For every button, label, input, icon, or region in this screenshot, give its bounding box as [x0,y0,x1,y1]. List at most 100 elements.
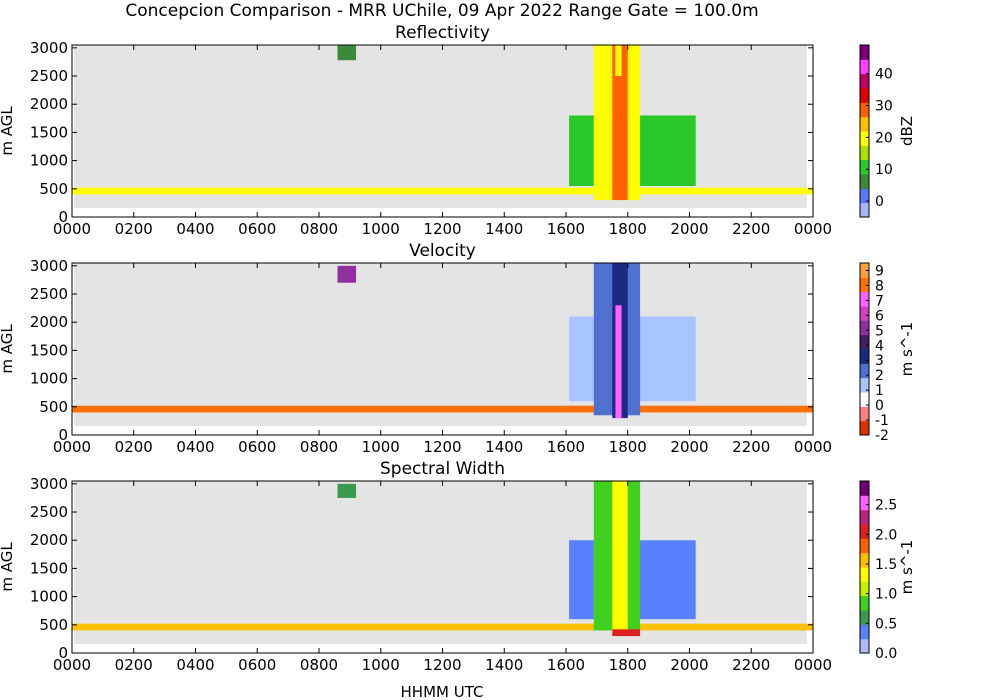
colorbar-tick-label: 5 [875,323,884,339]
x-tick-label: 0200 [115,220,153,238]
y-tick-label: 2000 [30,95,68,113]
y-tick-label: 500 [39,180,68,198]
y-tick-label: 1000 [30,588,68,606]
figure-title: Concepcion Comparison - MRR UChile, 09 A… [125,1,758,21]
colorbar-tick-label: -1 [875,413,889,429]
y-tick-label: 1000 [30,370,68,388]
plot-area-grey [74,263,807,426]
colorbar-tick-label: 6 [875,308,884,324]
colorbar-segment [860,349,869,364]
x-axis-label: HHMM UTC [401,683,484,700]
colorbar-segment [860,624,869,640]
x-tick-label: 0600 [238,656,276,674]
x-tick-label: 0600 [238,220,276,238]
colorbar-segment [860,495,869,511]
colorbar-tick-label: 0 [875,398,884,414]
colorbar-tick-label: 2 [875,368,884,384]
x-tick-label: 0200 [115,656,153,674]
y-tick-label: 3000 [30,475,68,493]
panel-title: Reflectivity [395,23,490,43]
x-tick-label: 2200 [732,656,770,674]
data-region-1 [337,483,357,498]
y-tick-label: 1500 [30,341,68,359]
colorbar-tick-label: 7 [875,293,884,309]
x-tick-label: 0800 [300,656,338,674]
y-axis-label: m AGL [0,324,16,374]
colorbar-segment [860,88,869,103]
x-tick-label: 1600 [547,220,585,238]
data-region-4 [612,481,628,637]
colorbar-segment [860,73,869,89]
colorbar-label: m s^-1 [898,322,916,377]
x-tick-label: 0000 [53,438,91,456]
colorbar-frame [859,44,870,218]
colorbar-segment [860,567,869,582]
colorbar-segment [860,116,869,132]
colorbar-segment [860,59,869,75]
colorbar-segment [860,610,869,625]
x-tick-label: 0000 [794,656,832,674]
colorbar-segment [860,263,869,278]
data-region-0 [72,187,813,195]
data-region-4 [612,45,628,201]
colorbar-segment [860,159,869,175]
colorbar-segment [860,363,869,379]
x-tick-label: 2000 [670,438,708,456]
colorbar-tick-label: 9 [875,263,884,279]
colorbar-tick-label: 10 [875,162,893,178]
x-tick-label: 0200 [115,438,153,456]
colorbar-segment [860,481,869,496]
y-tick-label: 1500 [30,559,68,577]
colorbar-segment [860,277,869,293]
colorbar-tick-label: 20 [875,130,893,146]
x-tick-label: 2200 [732,220,770,238]
y-tick-label: 2500 [30,67,68,85]
colorbar-tick-label: 0.0 [875,646,897,662]
x-tick-label: 1000 [362,656,400,674]
x-tick-label: 1200 [423,220,461,238]
plot-area-grey [74,45,807,208]
spectral-width-panel: Spectral Width 0000 0200 0400 0600 0800 1000 12… [0,459,916,674]
y-tick-label: 500 [39,398,68,416]
colorbar-segment [860,524,869,539]
data-region-5 [612,629,641,637]
x-tick-label: 0400 [176,438,214,456]
panel-title: Spectral Width [380,459,505,479]
x-tick-label: 1800 [609,220,647,238]
colorbar-segment [860,406,869,422]
x-tick-label: 0600 [238,438,276,456]
x-tick-label: 0400 [176,220,214,238]
y-tick-label: 2000 [30,313,68,331]
colorbar-segment [860,392,869,407]
plot-area-grey [74,481,807,644]
colorbar-tick-label: 0.5 [875,616,897,632]
colorbar-tick-label: 4 [875,338,884,354]
colorbar-label: dBZ [898,116,916,146]
x-tick-label: 1800 [609,656,647,674]
colorbar-segment [860,145,869,161]
colorbar-tick-label: 30 [875,99,893,115]
colorbar-segment [860,552,869,568]
colorbar-segment [860,174,869,189]
colorbar-tick-label: 1.5 [875,557,897,573]
colorbar-segment [860,102,869,118]
x-tick-label: 0000 [53,656,91,674]
colorbar-tick-label: -2 [875,428,889,444]
colorbar-tick-label: 0 [875,194,884,210]
colorbar-label: m s^-1 [898,540,916,595]
x-tick-label: 1000 [362,438,400,456]
y-tick-label: 2000 [30,531,68,549]
colorbar-segment [860,320,869,336]
colorbar-segment [860,509,869,525]
x-tick-label: 1600 [547,438,585,456]
data-region-1 [337,265,357,283]
colorbar-segment [860,595,869,611]
x-tick-label: 0000 [794,438,832,456]
x-tick-label: 1400 [485,656,523,674]
y-tick-label: 500 [39,616,68,634]
x-tick-label: 0400 [176,656,214,674]
y-axis-label: m AGL [0,542,16,592]
x-tick-label: 1600 [547,656,585,674]
